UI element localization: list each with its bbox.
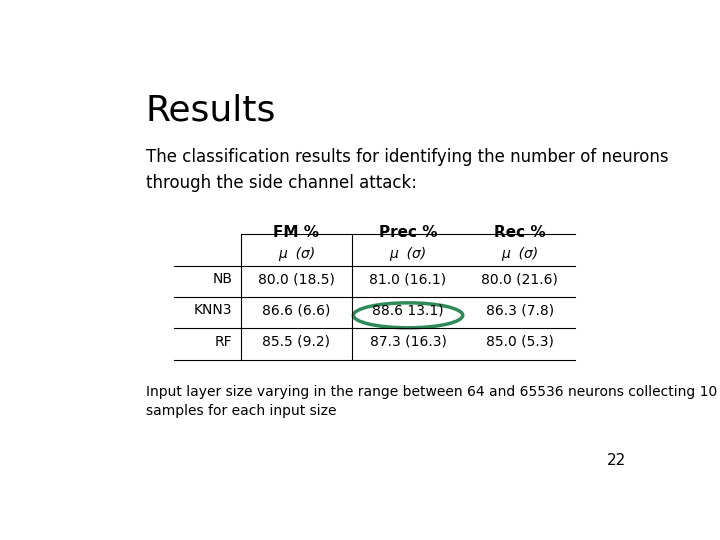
Text: μ  (σ): μ (σ) [278,247,315,261]
Text: 80.0 (21.6): 80.0 (21.6) [481,272,558,286]
Text: μ  (σ): μ (σ) [501,247,539,261]
Text: Prec %: Prec % [379,225,437,240]
Text: 81.0 (16.1): 81.0 (16.1) [369,272,446,286]
Text: Results: Results [145,94,276,128]
Text: KNN3: KNN3 [194,303,233,318]
Text: 85.0 (5.3): 85.0 (5.3) [486,335,554,349]
Text: FM %: FM % [274,225,320,240]
Text: 80.0 (18.5): 80.0 (18.5) [258,272,335,286]
Text: RF: RF [215,335,233,349]
Text: The classification results for identifying the number of neurons
through the sid: The classification results for identifyi… [145,148,668,192]
Text: 87.3 (16.3): 87.3 (16.3) [369,335,446,349]
Text: 85.5 (9.2): 85.5 (9.2) [263,335,330,349]
Text: μ  (σ): μ (σ) [390,247,427,261]
Text: Rec %: Rec % [494,225,546,240]
Text: Input layer size varying in the range between 64 and 65536 neurons collecting 10: Input layer size varying in the range be… [145,385,717,418]
Text: NB: NB [212,272,233,286]
Text: 88.6 13.1): 88.6 13.1) [372,303,444,318]
Text: 86.3 (7.8): 86.3 (7.8) [485,303,554,318]
Text: 86.6 (6.6): 86.6 (6.6) [262,303,330,318]
Text: 22: 22 [606,453,626,468]
